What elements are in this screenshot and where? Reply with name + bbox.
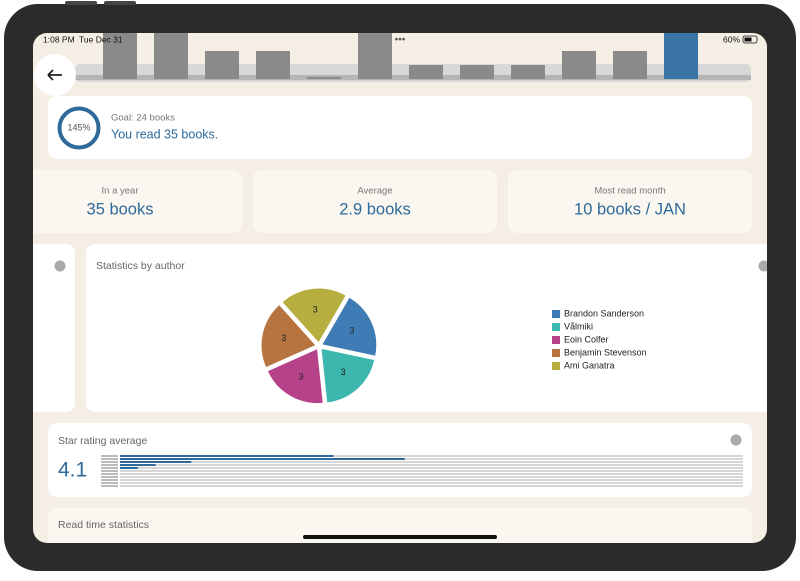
- rating-bar: [120, 458, 405, 460]
- goal-progress: 145%: [67, 122, 90, 132]
- star-icon: [101, 455, 118, 457]
- month-bar: [511, 65, 545, 79]
- goal-result: You read 35 books.: [111, 127, 218, 141]
- rating-track: [120, 473, 743, 475]
- status-battery: 60%: [723, 34, 740, 44]
- rating-bar: [120, 467, 138, 469]
- month-bar: [664, 33, 698, 79]
- chevron-icon[interactable]: [730, 434, 742, 446]
- read-time-title: Read time statistics: [58, 519, 149, 531]
- rating-track: [120, 479, 743, 481]
- slice-label: 3: [281, 333, 286, 343]
- pie-chart: 3 3 3 3 3 Brandon Sanderson Vålmiki Eoin Colfer…: [260, 287, 647, 405]
- stat-card: [508, 170, 752, 233]
- month-bar: [256, 51, 290, 79]
- battery-icon: [742, 35, 758, 44]
- rating-bar: [120, 464, 156, 466]
- stat-label: Most read month: [594, 186, 665, 197]
- star-icon: [101, 461, 118, 463]
- star-icon: [101, 470, 118, 472]
- stat-card: [33, 170, 242, 233]
- stats-row: In a year 35 books Average 2.9 books Most re…: [33, 170, 752, 233]
- star-icon: [101, 467, 118, 469]
- pie-slice: [320, 347, 376, 404]
- stat-value: 35 books: [87, 200, 154, 218]
- legend-swatch: [552, 362, 560, 370]
- slice-label: 3: [341, 367, 346, 377]
- stat-value: 10 books / JAN: [574, 200, 686, 218]
- screen: 1:08 PM Tue Dec 31 ••• 60% 145% Goal: 24…: [33, 33, 770, 543]
- monthly-chart: [103, 33, 698, 79]
- month-bar: [409, 65, 443, 79]
- month-bar: [307, 77, 341, 79]
- legend-swatch: [552, 336, 560, 344]
- slice-label: 3: [349, 326, 354, 336]
- month-bar: [154, 33, 188, 79]
- legend-label: Ami Ganatra: [564, 360, 615, 370]
- back-icon: [47, 69, 62, 81]
- slice-label: 3: [313, 305, 318, 315]
- stat-value: 2.9 books: [339, 200, 411, 218]
- hw-button: [104, 1, 136, 5]
- legend-label: Benjamin Stevenson: [564, 347, 647, 357]
- status-date: Tue Dec 31: [79, 34, 123, 44]
- pie-slice: [281, 287, 347, 344]
- pie-slice: [320, 296, 378, 357]
- legend-swatch: [552, 310, 560, 318]
- star-icon: [101, 476, 118, 478]
- author-title: Statistics by author: [96, 260, 185, 272]
- rating-average: 4.1: [58, 459, 87, 482]
- rating-track: [120, 461, 743, 463]
- legend-swatch: [552, 323, 560, 331]
- rating-track: [120, 476, 743, 478]
- star-icon: [101, 458, 118, 460]
- star-icon: [101, 482, 118, 484]
- star-icon: [101, 485, 118, 487]
- pie-slice: [266, 347, 324, 405]
- month-bar: [460, 65, 494, 79]
- legend-label: Brandon Sanderson: [564, 308, 644, 318]
- home-indicator: [303, 535, 497, 539]
- rating-title: Star rating average: [58, 435, 147, 447]
- stat-label: In a year: [102, 186, 139, 197]
- rating-track: [120, 485, 743, 487]
- status-dots: •••: [395, 35, 406, 46]
- month-bar: [562, 51, 596, 79]
- rating-track: [120, 467, 743, 469]
- rating-track: [120, 464, 743, 466]
- author-card: [86, 244, 767, 412]
- rating-track: [120, 470, 743, 472]
- stat-label: Average: [357, 186, 392, 197]
- chevron-icon[interactable]: [54, 260, 66, 272]
- legend-swatch: [552, 349, 560, 357]
- status-time: 1:08 PM: [43, 34, 75, 44]
- month-bar: [613, 51, 647, 79]
- stat-card: [253, 170, 497, 233]
- month-bar: [205, 51, 239, 79]
- rating-track: [120, 458, 743, 460]
- rating-track: [120, 482, 743, 484]
- chevron-icon[interactable]: [758, 260, 770, 272]
- legend-label: Eoin Colfer: [564, 334, 609, 344]
- rating-track: [120, 455, 743, 457]
- goal-ring: [57, 106, 101, 150]
- legend-label: Vålmiki: [564, 321, 593, 331]
- star-icon: [101, 464, 118, 466]
- rating-bars: [101, 455, 743, 487]
- battery-level: [744, 37, 752, 42]
- rating-bar: [120, 455, 334, 457]
- month-bar: [358, 33, 392, 79]
- month-bar: [103, 33, 137, 79]
- star-icon: [101, 479, 118, 481]
- star-icon: [101, 473, 118, 475]
- goal-card: [48, 96, 752, 159]
- pie-slice: [260, 303, 317, 369]
- rating-bar: [120, 461, 192, 463]
- hw-button: [65, 1, 97, 5]
- slice-label: 3: [298, 372, 303, 382]
- side-card: [33, 244, 75, 412]
- goal-target: Goal: 24 books: [111, 113, 175, 124]
